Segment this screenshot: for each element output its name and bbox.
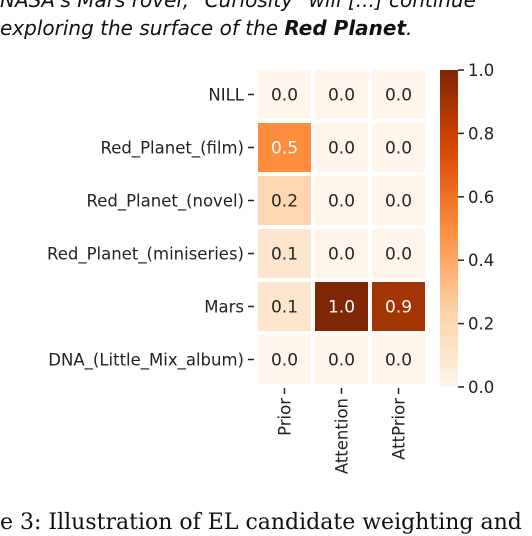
heatmap-cell-label: 0.2 [271,192,298,212]
heatmap-cell-label: 0.0 [271,351,298,371]
heatmap-cell [315,229,368,278]
heatmap-cell [258,70,311,119]
heatmap-cell-label: 0.0 [328,86,355,106]
heatmap-cell-label: 0.5 [271,139,298,159]
row-label: DNA_(Little_Mix_album) [48,351,244,371]
heatmap-cell-label: 0.0 [271,86,298,106]
caption-top: NASA's Mars rover, "Curiosity" will [...… [0,0,532,42]
row-label: Red_Planet_(film) [101,139,245,159]
heatmap-chart: 0.0 0.0 0.0 0.5 0.0 0.0 0.2 0.0 0.0 0.1 0.0 0.0 0.1 1… [47,61,494,474]
heatmap-cell [258,123,311,172]
row-label: NILL [208,86,244,105]
row-label: Red_Planet_(miniseries) [47,245,244,265]
heatmap-cell-label: 0.1 [271,298,298,318]
heatmap-cell [258,282,311,331]
column-label: Prior [276,398,295,436]
colorbar-tick-label: 0.4 [468,251,494,270]
heatmap-cell-label: 0.0 [385,139,412,159]
heatmap-cell [372,229,425,278]
heatmap-cell-label: 0.0 [328,192,355,212]
heatmap-cell-label: 0.9 [385,298,412,318]
colorbar-tick-label: 1.0 [468,61,494,80]
column-label: Attention [333,398,352,474]
row-label: Mars [204,298,244,317]
heatmap-cell [315,123,368,172]
heatmap-cell-label: 0.0 [328,351,355,371]
heatmap-cell [315,335,368,384]
heatmap-cell [258,176,311,225]
heatmap-cell-label: 0.0 [385,245,412,265]
heatmap-cell [372,176,425,225]
heatmap-cell-label: 1.0 [328,298,355,318]
heatmap-cell [372,282,425,331]
caption-top-line2: exploring the surface of the Red Planet. [0,14,532,42]
heatmap-cell [372,70,425,119]
heatmap-cell-label: 0.0 [385,192,412,212]
heatmap-cell-label: 0.1 [271,245,298,265]
heatmap-cell-label: 0.0 [385,86,412,106]
colorbar-tick-label: 0.8 [468,124,494,143]
caption-top-line2-prefix: exploring the surface of the [0,16,285,40]
heatmap-cell-label: 0.0 [328,245,355,265]
heatmap-cell [315,282,368,331]
caption-bottom: e 3: Illustration of EL candidate weight… [0,510,522,535]
heatmap-cell [258,229,311,278]
heatmap-cell [258,335,311,384]
colorbar-tick-label: 0.0 [468,378,494,397]
column-label: AttPrior [390,398,409,460]
caption-top-line1: NASA's Mars rover, "Curiosity" will [...… [0,0,476,12]
heatmap-cell [315,70,368,119]
caption-top-line2-bold: Red Planet [284,16,407,40]
colorbar-tick-label: 0.2 [468,315,494,334]
colorbar-tick-label: 0.6 [468,188,494,207]
heatmap-cell [372,335,425,384]
row-label: Red_Planet_(novel) [87,192,245,212]
heatmap-cell-label: 0.0 [328,139,355,159]
colorbar [440,70,458,387]
heatmap-cell [315,176,368,225]
caption-top-line2-suffix: . [406,16,413,40]
heatmap-cell-label: 0.0 [385,351,412,371]
heatmap-cell [372,123,425,172]
